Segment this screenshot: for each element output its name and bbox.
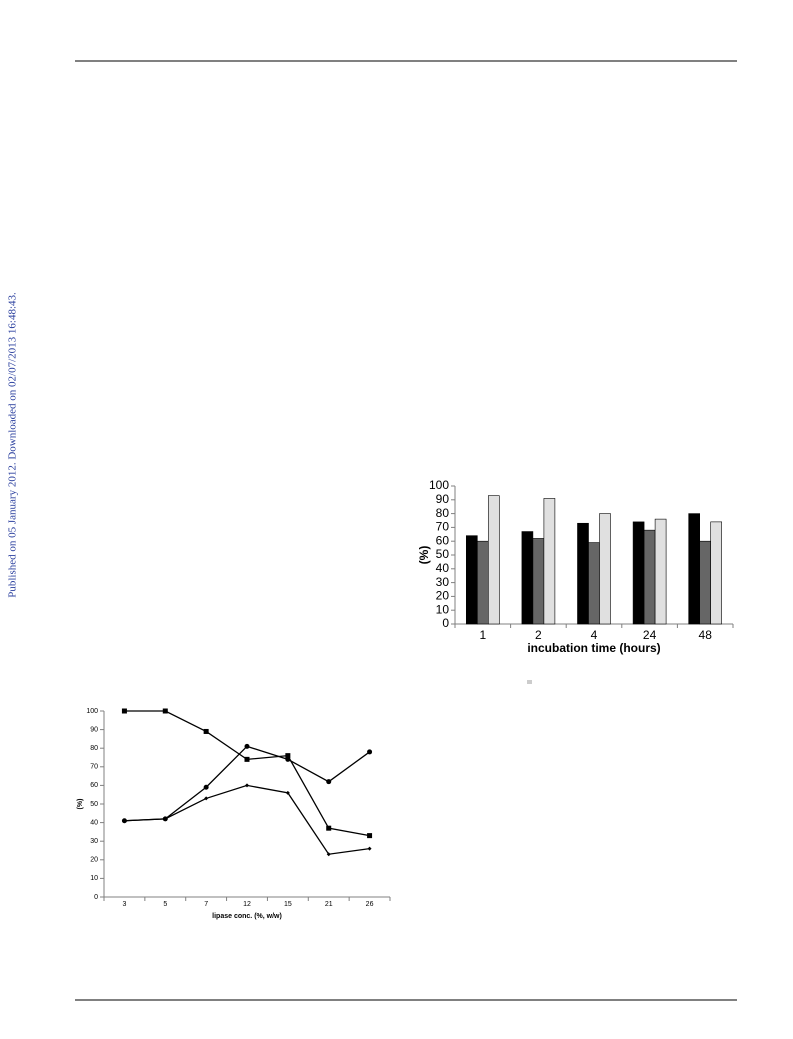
x-tick-label: 2 [535,628,542,642]
bar [476,540,489,625]
marker [203,728,209,734]
x-axis-label: lipase conc. (%, w/w) [212,913,282,920]
y-axis-label: (%) [77,799,84,810]
x-axis-label: incubation time (hours) [527,641,660,655]
y-tick-label: 50 [90,801,98,808]
bar [588,542,600,625]
y-tick-label: 90 [436,492,450,506]
y-tick-label: 0 [94,894,98,901]
bar [577,522,589,625]
y-tick-label: 30 [90,838,98,845]
bar [710,521,723,625]
y-tick-label: 80 [90,745,98,752]
bar [532,538,545,625]
y-tick-label: 60 [436,533,450,547]
x-tick-label: 3 [122,901,126,908]
marker [122,818,127,823]
y-tick-label: 0 [442,616,449,630]
x-tick-label: 4 [591,628,598,642]
marker [326,825,332,831]
y-tick-label: 100 [86,708,98,715]
y-tick-label: 80 [436,506,450,520]
bar [688,513,701,625]
marker [244,756,250,762]
download-note: Published on 05 January 2012. Downloaded… [7,292,19,598]
x-tick-label: 15 [284,901,292,908]
bar [465,535,478,625]
y-tick-label: 100 [429,478,449,492]
y-tick-label: 10 [436,602,450,616]
x-tick-label: 24 [643,628,657,642]
bar [543,498,556,625]
y-tick-label: 20 [90,857,98,864]
bar [699,540,712,625]
marker [162,708,168,714]
marker [367,846,372,851]
bar [654,518,667,625]
y-tick-label: 40 [436,561,450,575]
x-tick-label: 12 [243,901,251,908]
marker [285,756,291,762]
x-tick-label: 7 [204,901,208,908]
marker [245,783,249,788]
marker [285,790,290,795]
bar [632,521,645,625]
y-tick-label: 30 [436,575,450,589]
y-tick-label: 70 [90,764,98,771]
bar [643,529,656,625]
y-axis-label: (%) [417,546,431,565]
series-line [124,710,370,837]
y-tick-label: 70 [436,520,450,534]
bar [487,495,500,625]
marker [121,708,127,714]
y-tick-label: 90 [90,726,98,733]
bar [521,531,534,625]
y-tick-label: 50 [436,547,450,561]
marker [203,784,209,790]
marker [326,779,332,785]
series-line [124,784,370,855]
y-tick-label: 20 [436,589,450,603]
marker [285,753,291,759]
artifact [527,680,532,684]
marker [163,816,168,821]
y-tick-label: 40 [90,819,98,826]
bar [599,513,611,625]
marker [244,743,250,749]
x-tick-label: 26 [366,901,374,908]
y-tick-label: 10 [90,875,98,882]
x-tick-label: 5 [163,901,167,908]
x-tick-label: 1 [479,628,486,642]
x-tick-label: 48 [699,628,713,642]
marker [367,749,373,755]
x-tick-label: 21 [325,901,333,908]
marker [204,796,209,801]
y-tick-label: 60 [90,782,98,789]
marker [367,833,373,839]
marker [326,852,331,857]
